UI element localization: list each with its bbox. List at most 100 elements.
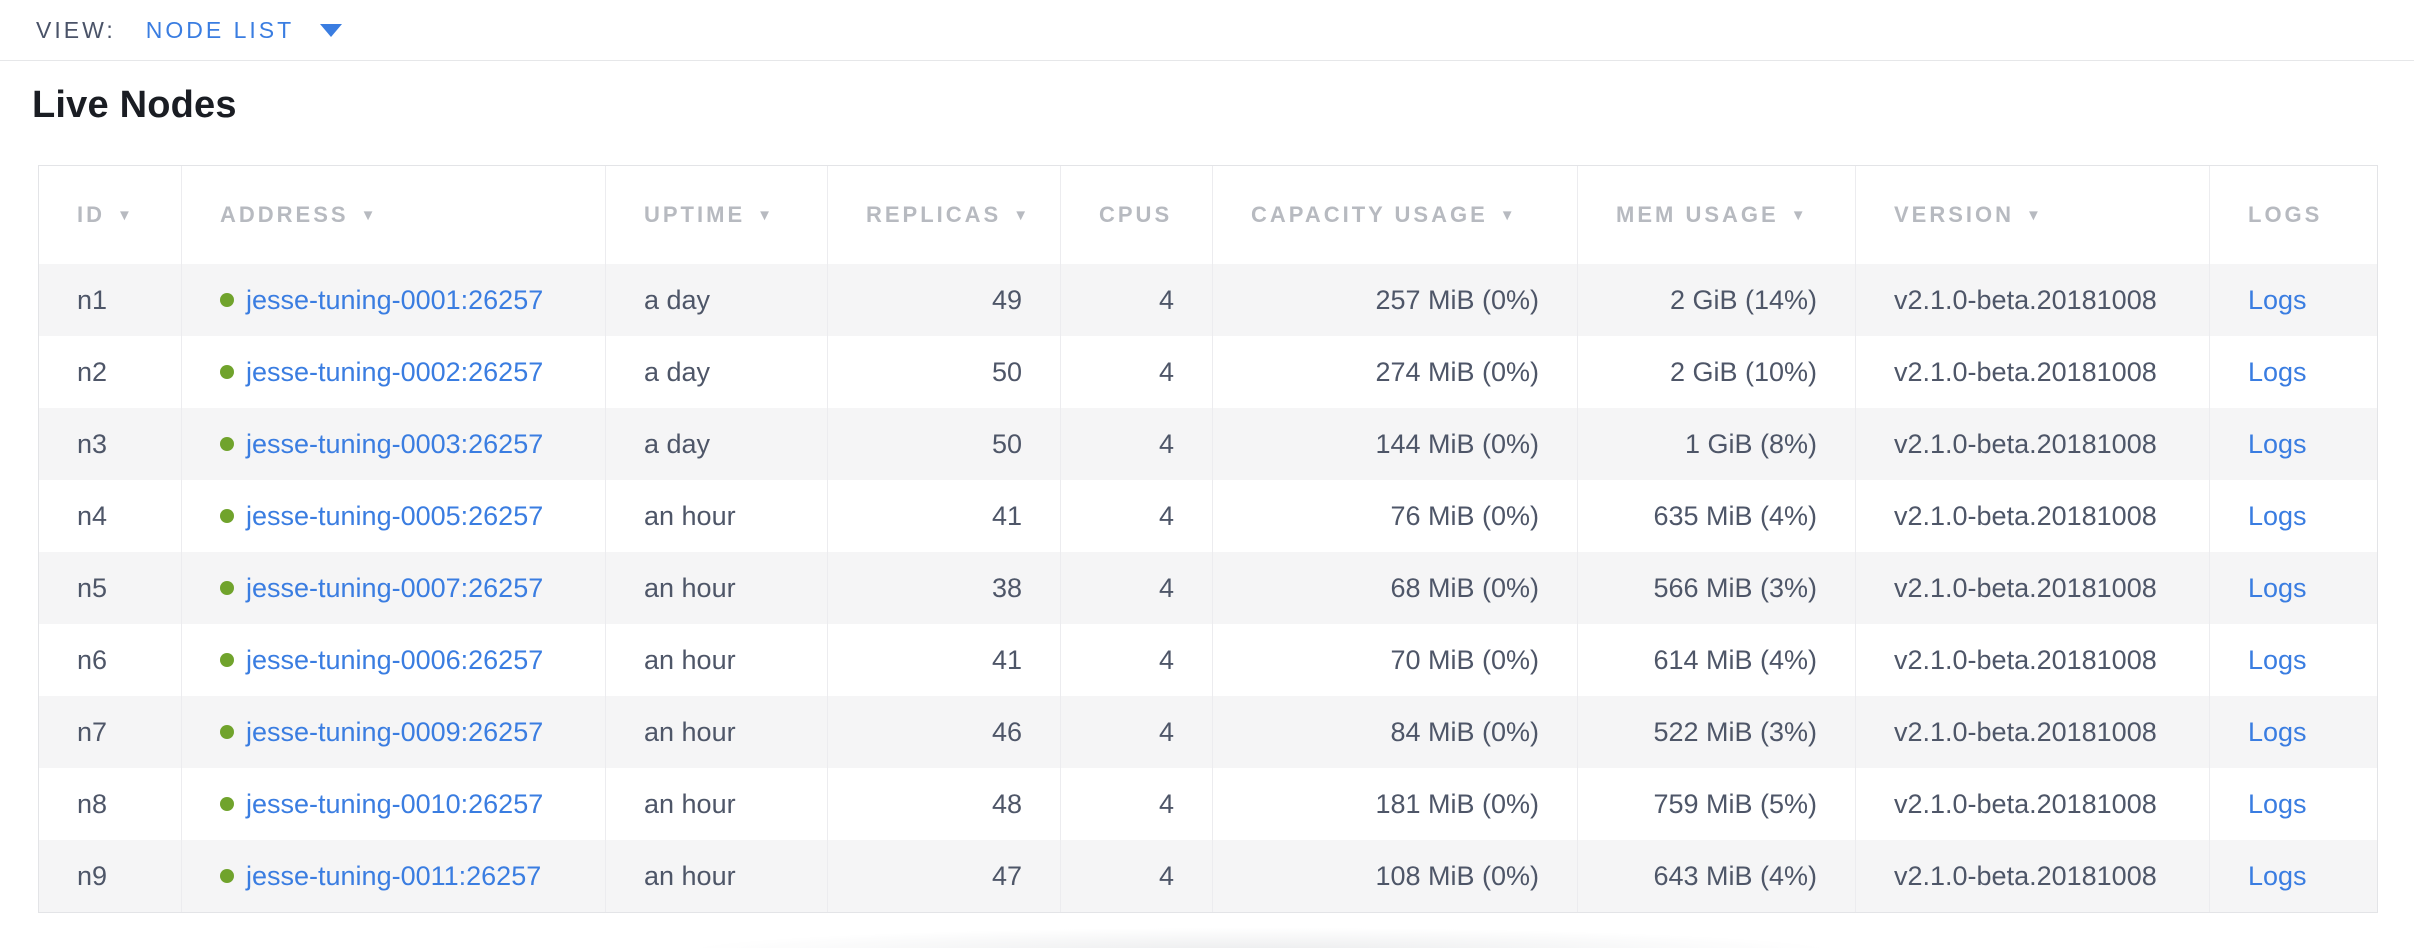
sort-desc-icon: ▼ — [117, 206, 135, 224]
cell-version: v2.1.0-beta.20181008 — [1856, 696, 2210, 768]
cell-uptime: a day — [606, 264, 828, 336]
cell-address: jesse-tuning-0011:26257 — [182, 840, 606, 912]
sort-desc-icon: ▼ — [2026, 206, 2044, 224]
cell-uptime: an hour — [606, 552, 828, 624]
cell-replicas: 50 — [828, 408, 1061, 480]
cell-logs: Logs — [2210, 696, 2377, 768]
node-health-dot-icon — [220, 725, 234, 739]
node-address-link[interactable]: jesse-tuning-0006:26257 — [246, 644, 544, 675]
logs-link[interactable]: Logs — [2248, 356, 2307, 387]
sort-desc-icon: ▼ — [1013, 206, 1032, 224]
column-header-capacity[interactable]: CAPACITY USAGE ▼ — [1213, 166, 1578, 264]
cell-capacity-usage: 257 MiB (0%) — [1213, 264, 1578, 336]
cell-version: v2.1.0-beta.20181008 — [1856, 264, 2210, 336]
cell-node-id: n4 — [39, 480, 182, 552]
column-header-address[interactable]: ADDRESS ▼ — [182, 166, 606, 264]
node-health-dot-icon — [220, 437, 234, 451]
column-header-logs: LOGS — [2210, 166, 2377, 264]
cell-capacity-usage: 108 MiB (0%) — [1213, 840, 1578, 912]
cell-mem-usage: 643 MiB (4%) — [1578, 840, 1856, 912]
column-header-label: REPLICAS — [866, 202, 1002, 227]
cell-uptime: an hour — [606, 768, 828, 840]
cell-replicas: 50 — [828, 336, 1061, 408]
table-row-n4: n4 jesse-tuning-0005:26257 an hour 41 4 76 Mi… — [39, 480, 2377, 552]
cell-replicas: 41 — [828, 480, 1061, 552]
node-address-link[interactable]: jesse-tuning-0003:26257 — [246, 428, 544, 459]
cell-logs: Logs — [2210, 408, 2377, 480]
cell-cpus: 4 — [1061, 768, 1213, 840]
logs-link[interactable]: Logs — [2248, 644, 2307, 675]
sort-desc-icon: ▼ — [757, 206, 775, 224]
below-fold-shadow — [530, 922, 1990, 948]
column-header-mem[interactable]: MEM USAGE ▼ — [1578, 166, 1856, 264]
logs-link[interactable]: Logs — [2248, 428, 2307, 459]
cell-mem-usage: 2 GiB (14%) — [1578, 264, 1856, 336]
cell-capacity-usage: 144 MiB (0%) — [1213, 408, 1578, 480]
logs-link[interactable]: Logs — [2248, 716, 2307, 747]
cell-replicas: 38 — [828, 552, 1061, 624]
cell-capacity-usage: 274 MiB (0%) — [1213, 336, 1578, 408]
node-address-link[interactable]: jesse-tuning-0001:26257 — [246, 284, 544, 315]
view-label: VIEW: — [36, 16, 116, 43]
node-address-link[interactable]: jesse-tuning-0010:26257 — [246, 788, 544, 819]
cell-replicas: 49 — [828, 264, 1061, 336]
cell-version: v2.1.0-beta.20181008 — [1856, 624, 2210, 696]
node-address-link[interactable]: jesse-tuning-0011:26257 — [246, 860, 542, 891]
cluster-overview-page: VIEW: NODE LIST Live Nodes ID ▼ ADDRESS ▼ UP… — [0, 16, 2414, 948]
table-row-n1: n1 jesse-tuning-0001:26257 a day 49 4 257 MiB… — [39, 264, 2377, 336]
node-address-link[interactable]: jesse-tuning-0002:26257 — [246, 356, 544, 387]
node-health-dot-icon — [220, 797, 234, 811]
cell-logs: Logs — [2210, 552, 2377, 624]
cell-uptime: a day — [606, 336, 828, 408]
cell-version: v2.1.0-beta.20181008 — [1856, 552, 2210, 624]
table-header-row: ID ▼ ADDRESS ▼ UPTIME ▼ REPLICAS ▼ CPUS CAPACITY … — [39, 166, 2377, 264]
table-row-n5: n5 jesse-tuning-0007:26257 an hour 38 4 68 Mi… — [39, 552, 2377, 624]
cell-logs: Logs — [2210, 768, 2377, 840]
logs-link[interactable]: Logs — [2248, 500, 2307, 531]
cell-replicas: 48 — [828, 768, 1061, 840]
logs-link[interactable]: Logs — [2248, 284, 2307, 315]
cell-mem-usage: 2 GiB (10%) — [1578, 336, 1856, 408]
cell-cpus: 4 — [1061, 336, 1213, 408]
column-header-cpus: CPUS — [1061, 166, 1213, 264]
node-address-link[interactable]: jesse-tuning-0009:26257 — [246, 716, 544, 747]
cell-uptime: an hour — [606, 696, 828, 768]
node-address-link[interactable]: jesse-tuning-0005:26257 — [246, 500, 544, 531]
cell-node-id: n5 — [39, 552, 182, 624]
column-header-label: VERSION — [1894, 202, 2015, 227]
table-row-n2: n2 jesse-tuning-0002:26257 a day 50 4 274 MiB… — [39, 336, 2377, 408]
cell-address: jesse-tuning-0002:26257 — [182, 336, 606, 408]
cell-logs: Logs — [2210, 840, 2377, 912]
node-health-dot-icon — [220, 653, 234, 667]
cell-capacity-usage: 84 MiB (0%) — [1213, 696, 1578, 768]
sort-desc-icon: ▼ — [1790, 206, 1809, 224]
table-row-n6: n6 jesse-tuning-0006:26257 an hour 41 4 70 Mi… — [39, 624, 2377, 696]
column-header-version[interactable]: VERSION ▼ — [1856, 166, 2210, 264]
cell-address: jesse-tuning-0006:26257 — [182, 624, 606, 696]
cell-version: v2.1.0-beta.20181008 — [1856, 408, 2210, 480]
cell-address: jesse-tuning-0001:26257 — [182, 264, 606, 336]
cell-node-id: n9 — [39, 840, 182, 912]
cell-replicas: 41 — [828, 624, 1061, 696]
view-selector-dropdown[interactable]: NODE LIST — [146, 17, 343, 44]
logs-link[interactable]: Logs — [2248, 572, 2307, 603]
cell-mem-usage: 522 MiB (3%) — [1578, 696, 1856, 768]
column-header-label: MEM USAGE — [1616, 202, 1779, 227]
node-address-link[interactable]: jesse-tuning-0007:26257 — [246, 572, 544, 603]
cell-mem-usage: 635 MiB (4%) — [1578, 480, 1856, 552]
cell-cpus: 4 — [1061, 696, 1213, 768]
logs-link[interactable]: Logs — [2248, 788, 2307, 819]
cell-version: v2.1.0-beta.20181008 — [1856, 768, 2210, 840]
cell-logs: Logs — [2210, 480, 2377, 552]
column-header-id[interactable]: ID ▼ — [39, 166, 182, 264]
column-header-label: LOGS — [2248, 202, 2323, 227]
cell-cpus: 4 — [1061, 840, 1213, 912]
node-health-dot-icon — [220, 293, 234, 307]
column-header-label: CPUS — [1099, 202, 1173, 227]
column-header-replicas[interactable]: REPLICAS ▼ — [828, 166, 1061, 264]
logs-link[interactable]: Logs — [2248, 860, 2307, 891]
column-header-uptime[interactable]: UPTIME ▼ — [606, 166, 828, 264]
cell-node-id: n6 — [39, 624, 182, 696]
cell-replicas: 47 — [828, 840, 1061, 912]
cell-uptime: a day — [606, 408, 828, 480]
